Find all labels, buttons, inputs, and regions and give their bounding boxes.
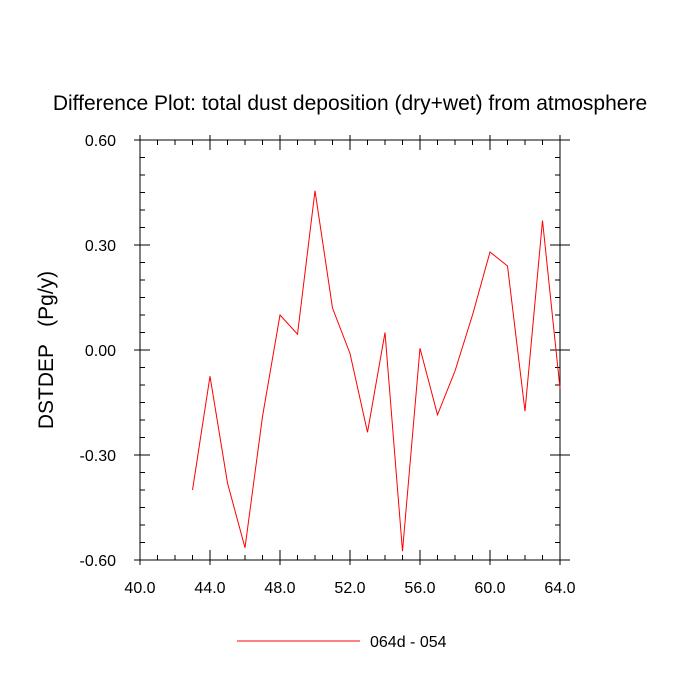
x-tick-label: 52.0	[334, 580, 365, 597]
x-tick-label: 56.0	[404, 580, 435, 597]
y-tick-label: -0.30	[80, 448, 117, 465]
x-tick-labels: 40.0 44.0 48.0 52.0 56.0 60.0 64.0	[124, 580, 575, 597]
series-layer	[192, 190, 561, 552]
y-tick-label: 0.30	[85, 238, 116, 255]
y-tick-label: 0.00	[85, 343, 116, 360]
y-tick-label: -0.60	[80, 553, 117, 570]
x-tick-label: 60.0	[474, 580, 505, 597]
axis-ticks	[134, 135, 570, 565]
plot-frame	[139, 139, 561, 561]
y-tick-label: 0.60	[85, 133, 116, 150]
x-tick-label: 48.0	[264, 580, 295, 597]
chart-title: Difference Plot: total dust deposition (…	[53, 92, 647, 115]
y-tick-labels: 0.60 0.30 0.00 -0.30 -0.60	[80, 133, 117, 570]
x-tick-label: 40.0	[124, 580, 155, 597]
legend-label: 064d - 054	[370, 634, 447, 651]
x-tick-label: 44.0	[194, 580, 225, 597]
legend: 064d - 054	[237, 634, 447, 651]
x-tick-label: 64.0	[544, 580, 575, 597]
series-line	[192, 190, 561, 552]
y-axis-title: DSTDEP (Pg/y)	[35, 271, 58, 429]
